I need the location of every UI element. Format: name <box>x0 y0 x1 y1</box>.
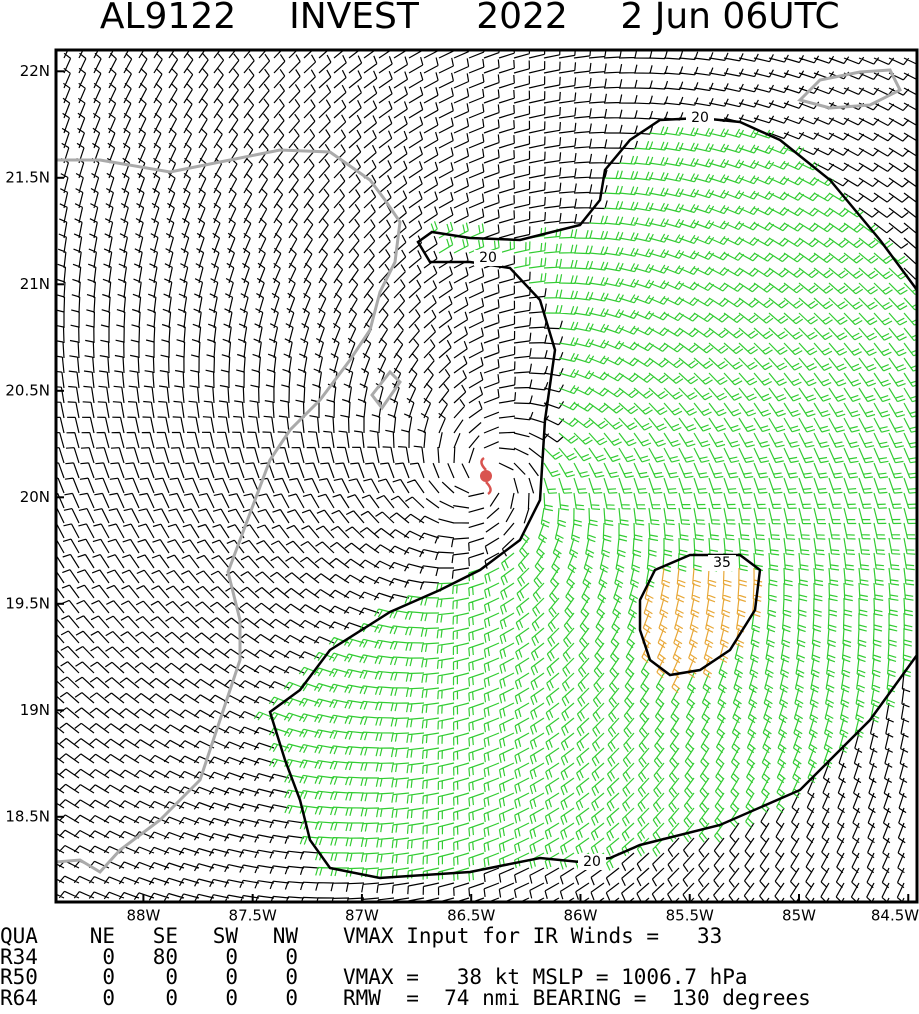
table-cell: R50 <box>0 965 38 989</box>
table-cell: 0 <box>102 986 115 1010</box>
table-cell: 0 <box>285 986 298 1010</box>
label-bg <box>708 555 736 571</box>
y-tick-label: 21.5N <box>5 168 50 186</box>
table-cell: R34 <box>0 945 38 969</box>
y-tick-label: 18.5N <box>5 807 50 825</box>
title-time: 2 Jun 06UTC <box>620 0 839 37</box>
title-id: AL9122 <box>100 0 236 37</box>
table-cell: 0 <box>102 965 115 989</box>
table-cell: SW <box>213 924 239 948</box>
note: VMAX Input for IR Winds = 33 <box>343 924 722 948</box>
x-tick-label: 87W <box>345 907 379 925</box>
coastline <box>56 68 903 874</box>
table-cell: 80 <box>153 945 178 969</box>
coast <box>56 148 402 874</box>
contour-35 <box>638 553 762 677</box>
table-cell: NW <box>273 924 299 948</box>
table-cell: 0 <box>165 986 178 1010</box>
axes: 88W 87.5W 87W 86.5W 86W 85.5W 85W 84.5W 18.5N 19N… <box>5 62 919 925</box>
contour-label: 35 <box>713 555 731 571</box>
table-cell: R64 <box>0 986 38 1010</box>
note: RMW = 74 nmi BEARING = 130 degrees <box>343 986 811 1010</box>
x-tick-label: 87.5W <box>229 907 277 925</box>
barbs-orange <box>641 567 763 694</box>
y-tick-label: 20.5N <box>5 381 50 399</box>
table-cell: 0 <box>225 945 238 969</box>
contours: 20 20 20 35 <box>268 110 917 880</box>
y-tick-label: 21N <box>20 275 50 293</box>
y-tick-label: 22N <box>20 62 50 80</box>
contour-label: 20 <box>691 110 709 126</box>
table-cell: 0 <box>225 965 238 989</box>
table-cell: 0 <box>102 945 115 969</box>
wind-barbs <box>56 50 917 902</box>
note: VMAX = 38 kt MSLP = 1006.7 hPa <box>343 965 748 989</box>
table-cell: 0 <box>285 965 298 989</box>
x-tick-label: 84.5W <box>871 907 919 925</box>
table-cell: 0 <box>285 945 298 969</box>
barbs-green <box>253 126 917 882</box>
map-frame <box>54 48 919 904</box>
table-cell: 0 <box>165 965 178 989</box>
table-cell: SE <box>153 924 178 948</box>
y-tick-label: 20N <box>20 488 50 506</box>
storm-center <box>480 470 492 482</box>
contour-20 <box>268 116 917 880</box>
table-cell: QUA <box>0 924 38 948</box>
x-tick-label: 85.5W <box>666 907 714 925</box>
y-tick-label: 19N <box>20 701 50 719</box>
label-bg <box>686 110 714 126</box>
y-tick-label: 19.5N <box>5 594 50 612</box>
x-tick-label: 88W <box>126 907 160 925</box>
x-tick-label: 86.5W <box>447 907 495 925</box>
x-tick-label: 86W <box>564 907 598 925</box>
contour-label: 20 <box>479 250 497 266</box>
label-bg <box>474 250 502 266</box>
x-tick-label: 85W <box>782 907 816 925</box>
table-cell: 0 <box>225 986 238 1010</box>
storm-symbol <box>480 456 492 496</box>
island <box>370 369 402 411</box>
table-cell: NE <box>90 924 115 948</box>
island <box>797 68 903 110</box>
title: AL9122 INVEST 2022 2 Jun 06UTC <box>100 0 840 37</box>
label-bg <box>578 854 606 870</box>
title-name: INVEST <box>289 0 420 37</box>
contour-label: 20 <box>583 854 601 870</box>
title-year: 2022 <box>476 0 568 37</box>
